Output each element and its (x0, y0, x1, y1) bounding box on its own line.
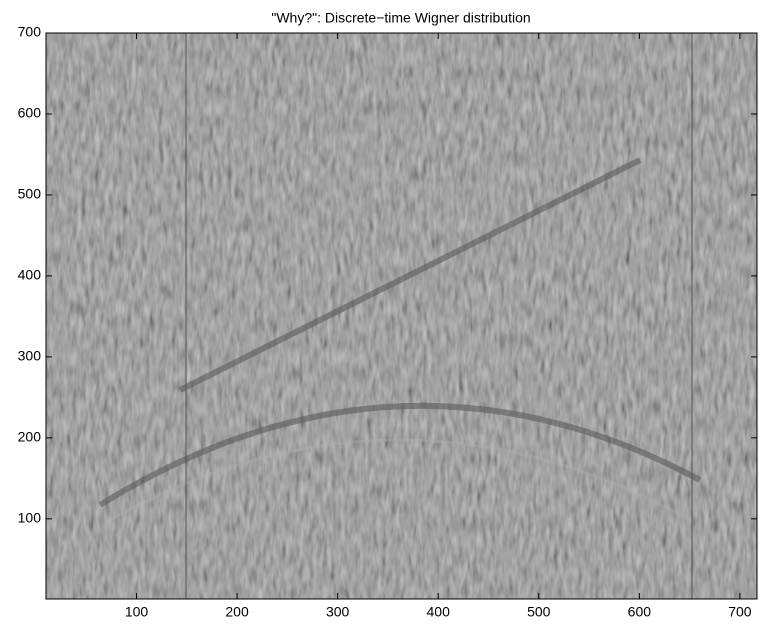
image-texture (46, 33, 757, 599)
x-tick-label: 200 (225, 604, 249, 620)
x-tick-label: 400 (427, 604, 451, 620)
y-tick-label: 700 (18, 24, 42, 40)
texture-feature (178, 157, 642, 393)
x-tick-label: 300 (326, 604, 350, 620)
y-tick-label: 300 (18, 348, 42, 364)
x-tick-label: 100 (125, 604, 149, 620)
image-area (46, 33, 757, 599)
y-tick-label: 500 (18, 186, 42, 202)
x-tick-label: 500 (527, 604, 551, 620)
x-tick-label: 700 (728, 604, 752, 620)
chart-title: "Why?": Discrete−time Wigner distributio… (271, 10, 530, 26)
texture-feature (98, 402, 702, 508)
y-tick-label: 200 (18, 429, 42, 445)
texture-feature (109, 438, 691, 522)
y-tick-label: 100 (18, 510, 42, 526)
y-tick-label: 600 (18, 105, 42, 121)
x-tick-label: 600 (628, 604, 652, 620)
y-tick-label: 400 (18, 267, 42, 283)
axes-frame (45, 32, 758, 600)
